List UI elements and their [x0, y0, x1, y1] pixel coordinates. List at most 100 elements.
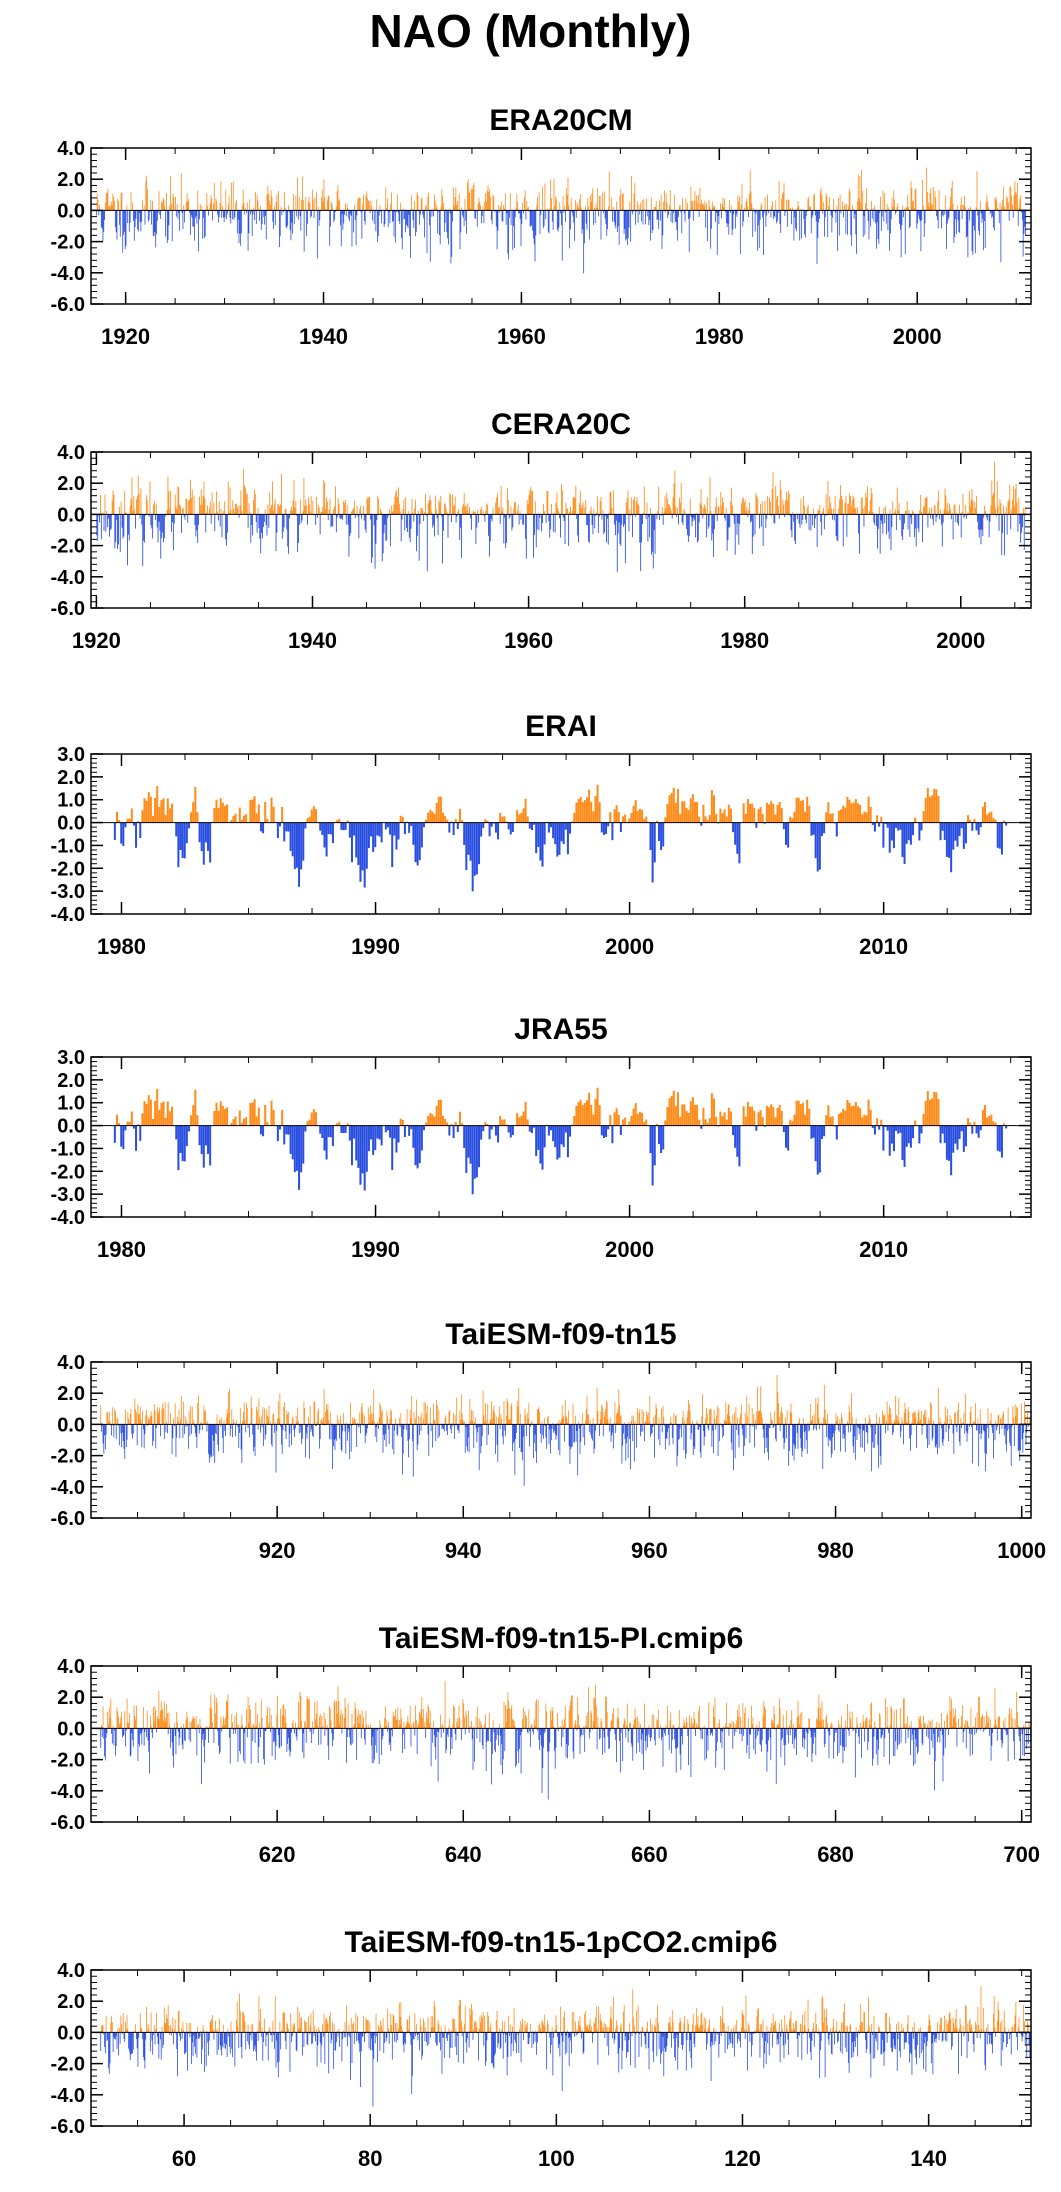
nao-bar [654, 514, 656, 554]
nao-bar [1002, 514, 1004, 534]
nao-bar [223, 510, 225, 515]
nao-bar [307, 497, 309, 515]
nao-bar [963, 1412, 965, 1425]
nao-bar [1016, 182, 1018, 211]
nao-bar [562, 514, 564, 518]
nao-bar [184, 514, 186, 520]
nao-bar [117, 199, 119, 211]
nao-bar [984, 802, 987, 823]
nao-bar [154, 514, 156, 520]
nao-bar [371, 1420, 373, 1425]
nao-bar [772, 1107, 775, 1126]
nao-bar [545, 210, 547, 219]
nao-bar [166, 798, 169, 823]
nao-bar [622, 1424, 624, 1446]
nao-bar [436, 205, 438, 211]
nao-bar [481, 1424, 482, 1447]
nao-bar [607, 514, 609, 545]
nao-bar [941, 1424, 943, 1443]
nao-bar [796, 514, 798, 520]
nao-bar [777, 1392, 779, 1425]
nao-bar [433, 1419, 435, 1425]
nao-bar [550, 179, 552, 211]
nao-bar [131, 1424, 133, 1434]
nao-bar [262, 1406, 264, 1425]
nao-bar [913, 512, 914, 515]
nao-bar [679, 1116, 682, 1126]
nao-bar [497, 1125, 500, 1143]
nao-bar [1013, 1424, 1015, 1446]
nao-bar [716, 210, 717, 213]
nao-bar [420, 198, 422, 211]
nao-bar [450, 1424, 452, 1434]
nao-bar [844, 807, 847, 823]
nao-bar [772, 200, 773, 211]
nao-bar [907, 1407, 909, 1425]
nao-bar [960, 822, 963, 829]
nao-bar [315, 514, 317, 525]
nao-bar [662, 822, 665, 847]
nao-bar [559, 202, 561, 211]
nao-bar [927, 202, 929, 211]
nao-bar [421, 1412, 423, 1425]
nao-bar [316, 1421, 318, 1425]
nao-bar [720, 491, 722, 515]
nao-bar [226, 514, 228, 533]
nao-bar [983, 1424, 985, 1432]
nao-bar [865, 1417, 866, 1425]
nao-bar [115, 811, 118, 823]
nao-bar [749, 193, 750, 211]
nao-bar [811, 1420, 813, 1425]
nao-bar [782, 1413, 783, 1425]
nao-bar [249, 1103, 252, 1126]
nao-bar [732, 822, 735, 833]
nao-bar [308, 1119, 311, 1126]
nao-bar [562, 195, 564, 211]
nao-bar [508, 514, 510, 519]
nao-bar [259, 1125, 262, 1135]
x-tick-label: 1980 [695, 324, 744, 349]
nao-bar [837, 1424, 839, 1431]
nao-bar [590, 1424, 592, 1435]
nao-bar [267, 504, 269, 515]
nao-bar [737, 1424, 739, 1435]
nao-bar [738, 822, 741, 864]
y-tick-label: -4.0 [51, 904, 85, 926]
nao-bar [120, 822, 123, 844]
nao-bar [836, 205, 838, 211]
nao-bar [743, 1424, 745, 1457]
nao-bar [617, 811, 620, 823]
x-tick-label: 2000 [605, 1237, 654, 1262]
x-tick-label: 2010 [859, 1237, 908, 1262]
nao-bar [740, 1413, 741, 1425]
nao-bar [261, 514, 263, 534]
nao-bar [640, 203, 641, 211]
nao-bar [773, 1424, 775, 1427]
nao-bar [814, 514, 816, 519]
nao-bar [909, 1125, 912, 1148]
nao-bar [546, 208, 548, 211]
nao-bar [621, 1119, 624, 1126]
nao-bar [755, 1424, 757, 1430]
nao-bar [543, 1424, 544, 1439]
nao-bar [123, 1728, 125, 1735]
nao-bar [373, 1389, 375, 1425]
nao-bar [251, 799, 254, 823]
nao-bar [684, 210, 686, 222]
nao-bar [928, 512, 930, 515]
nao-bar [811, 210, 813, 218]
nao-bar [308, 197, 310, 211]
nao-bar [253, 500, 254, 515]
nao-bar [276, 194, 278, 211]
nao-bar [244, 487, 246, 515]
nao-bar [505, 514, 507, 549]
nao-bar [426, 1413, 427, 1425]
nao-bar [318, 210, 320, 226]
nao-bar [301, 1424, 302, 1444]
nao-bar [402, 1424, 404, 1454]
nao-bar [187, 1728, 189, 1730]
nao-bar [398, 1417, 400, 1425]
nao-bar [197, 190, 199, 211]
nao-bar [306, 1121, 309, 1126]
